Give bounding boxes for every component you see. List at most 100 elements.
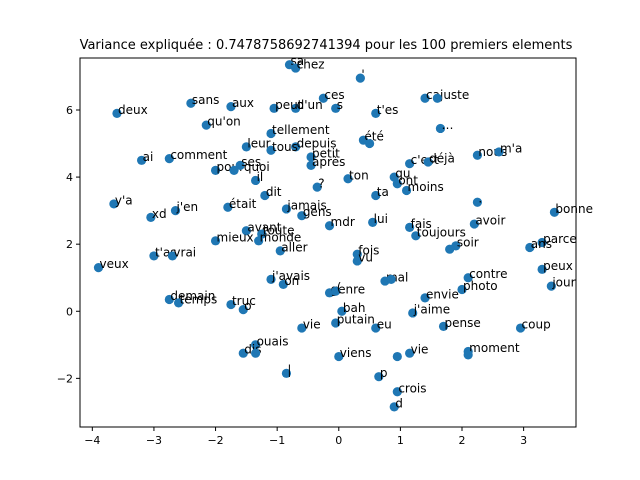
point-label: truc xyxy=(232,294,256,308)
scatter-point xyxy=(457,284,467,295)
scatter-point xyxy=(312,182,322,192)
scatter-point xyxy=(186,98,196,108)
scatter-point xyxy=(472,150,483,160)
point-label: comment xyxy=(170,148,227,162)
point-label: qu'on xyxy=(207,115,240,129)
scatter-point xyxy=(334,351,344,362)
x-tick-label: −3 xyxy=(146,434,162,447)
point-label: photo xyxy=(463,279,498,293)
scatter-point xyxy=(226,102,236,112)
scatter-point xyxy=(408,308,418,318)
point-label: gens xyxy=(303,205,332,219)
scatter-point xyxy=(93,263,104,273)
scatter-point xyxy=(306,160,316,170)
point-label: moment xyxy=(469,341,520,355)
point-label: o xyxy=(244,299,251,313)
point-label: peux xyxy=(543,259,573,273)
point-label: ton xyxy=(349,168,369,182)
x-tick-label: 2 xyxy=(459,434,466,447)
point-label: était xyxy=(229,197,257,211)
point-label: coup xyxy=(522,318,551,332)
point-label: vie xyxy=(411,343,429,357)
point-label: ai xyxy=(143,150,154,164)
point-label: qu xyxy=(395,167,410,181)
scatter-point xyxy=(352,256,362,266)
point-label: toute xyxy=(263,224,295,238)
x-tick-label: −2 xyxy=(207,434,223,447)
scatter-point xyxy=(463,350,473,360)
point-label: crois xyxy=(398,381,426,395)
point-label: leur xyxy=(247,136,270,150)
scatter-point xyxy=(238,348,248,358)
scatter-point xyxy=(281,368,292,378)
y-tick-label: 4 xyxy=(66,171,73,184)
point-label: dit xyxy=(266,185,282,199)
point-label: ( xyxy=(337,281,342,295)
scatter-point xyxy=(420,293,430,303)
point-label: deux xyxy=(118,103,148,117)
scatter-point xyxy=(472,197,483,207)
point-label: cajuste xyxy=(426,88,469,102)
scatter-point xyxy=(411,231,421,241)
point-label: ? xyxy=(318,177,324,191)
scatter-point xyxy=(364,138,375,149)
scatter-point xyxy=(229,165,239,175)
y-tick-label: 2 xyxy=(66,238,73,251)
scatter-point xyxy=(266,274,276,284)
point-label: m'a xyxy=(500,141,522,155)
scatter-point xyxy=(445,244,455,254)
scatter-point xyxy=(254,236,264,246)
scatter-point xyxy=(392,351,402,362)
scatter-point xyxy=(291,63,301,73)
point-label: sans xyxy=(192,93,219,107)
point-label: il xyxy=(257,170,264,184)
point-label: j'avais xyxy=(271,269,310,283)
point-label: toujours xyxy=(417,225,466,239)
point-label: xd xyxy=(152,207,167,221)
point-label: putain xyxy=(337,313,375,327)
scatter-point xyxy=(210,165,221,175)
scatter-point xyxy=(201,120,211,130)
scatter-point xyxy=(226,299,236,310)
scatter-point xyxy=(297,323,307,333)
scatter-point xyxy=(223,202,233,212)
scatter-point xyxy=(251,340,261,350)
point-label: d'un xyxy=(297,98,323,112)
point-label: envie xyxy=(426,287,459,301)
point-label: après xyxy=(312,155,345,169)
x-tick-label: 0 xyxy=(335,434,342,447)
point-label: y'a xyxy=(115,193,133,207)
point-label: tellement xyxy=(272,123,330,137)
y-tick-label: 6 xyxy=(66,104,73,117)
scatter-point xyxy=(251,175,261,186)
scatter-point xyxy=(337,306,347,316)
point-label: | xyxy=(287,363,291,377)
scatter-point xyxy=(241,142,251,152)
point-label: p xyxy=(380,366,388,380)
scatter-point xyxy=(269,103,279,113)
point-label: fois xyxy=(358,244,379,258)
scatter-point xyxy=(368,217,378,227)
scatter-point xyxy=(515,323,526,333)
scatter-point xyxy=(423,157,433,167)
point-label: monde xyxy=(260,230,302,244)
point-label: peut xyxy=(275,98,303,112)
point-label: contre xyxy=(469,267,507,281)
scatter-point xyxy=(355,73,365,83)
point-label: avoir xyxy=(475,214,505,228)
scatter-point xyxy=(392,179,402,189)
scatter-point xyxy=(420,93,430,103)
point-label: mdr xyxy=(331,215,355,229)
scatter-point xyxy=(469,219,479,229)
scatter-point xyxy=(537,237,547,248)
scatter-point xyxy=(109,199,119,209)
scatter-point xyxy=(281,204,292,214)
point-label: lui xyxy=(374,212,388,226)
scatter-point xyxy=(164,294,174,305)
point-label: ces xyxy=(324,88,344,102)
x-tick-label: −4 xyxy=(84,434,100,447)
scatter-point xyxy=(494,147,504,157)
scatter-point xyxy=(374,372,384,382)
point-label: ouais xyxy=(257,334,289,348)
scatter-point xyxy=(112,108,122,118)
